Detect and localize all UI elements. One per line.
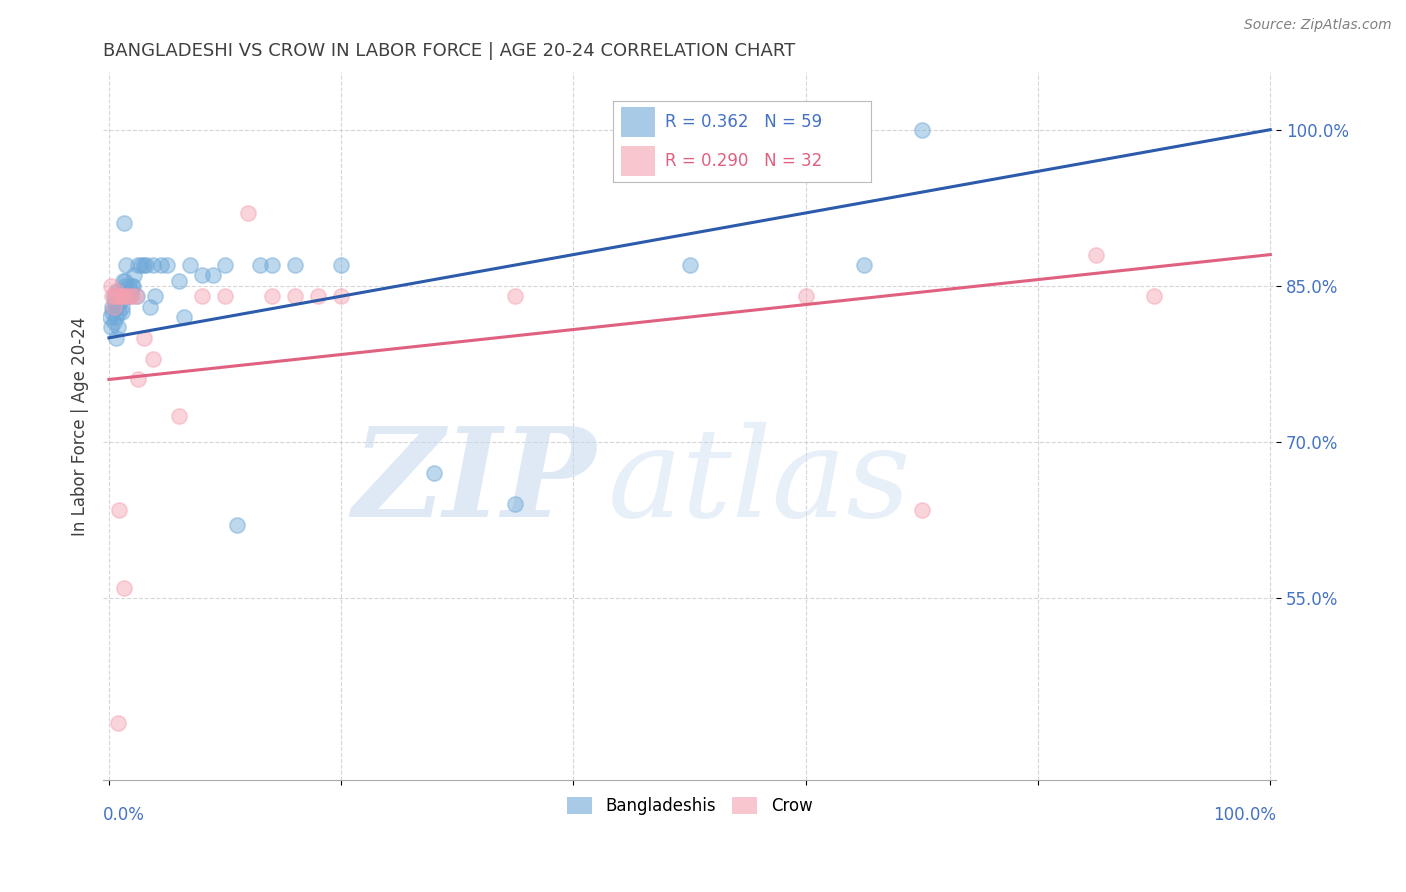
Point <box>115 289 138 303</box>
Point <box>142 351 165 366</box>
Point <box>260 258 283 272</box>
Y-axis label: In Labor Force | Age 20-24: In Labor Force | Age 20-24 <box>72 317 89 536</box>
Point <box>103 289 125 303</box>
Point <box>131 258 153 272</box>
Point <box>173 310 195 324</box>
Point <box>284 258 307 272</box>
Point <box>132 331 155 345</box>
Point <box>101 305 124 319</box>
Point <box>260 289 283 303</box>
Point <box>145 289 167 303</box>
Point <box>101 289 124 303</box>
Point <box>110 289 132 303</box>
Point <box>114 274 136 288</box>
Point <box>214 289 236 303</box>
Point <box>104 331 127 345</box>
Point <box>107 294 129 309</box>
Point <box>115 258 138 272</box>
Point <box>138 300 160 314</box>
Point <box>110 294 132 309</box>
Point <box>150 258 173 272</box>
Point <box>167 274 190 288</box>
Point <box>108 305 131 319</box>
Point <box>911 502 934 516</box>
Point <box>127 372 149 386</box>
Point <box>112 216 135 230</box>
Point <box>238 206 260 220</box>
Point <box>118 278 141 293</box>
Point <box>105 284 128 298</box>
Point <box>505 289 527 303</box>
Point <box>249 258 271 272</box>
Point <box>111 300 134 314</box>
Point <box>98 310 121 324</box>
Point <box>202 268 225 283</box>
Point <box>114 278 136 293</box>
Point <box>103 300 125 314</box>
Point <box>124 268 146 283</box>
Point <box>108 284 131 298</box>
Point <box>678 258 700 272</box>
Point <box>104 284 127 298</box>
Point <box>118 289 141 303</box>
Point <box>100 278 122 293</box>
Point <box>852 258 875 272</box>
Point <box>156 258 179 272</box>
Point <box>142 258 165 272</box>
Point <box>125 289 148 303</box>
Point <box>112 581 135 595</box>
Point <box>167 409 190 423</box>
Point <box>118 289 141 303</box>
Point <box>124 289 146 303</box>
Legend: Bangladeshis, Crow: Bangladeshis, Crow <box>560 790 820 822</box>
Point <box>121 289 143 303</box>
Point <box>330 289 353 303</box>
Point <box>423 466 446 480</box>
Point <box>100 320 122 334</box>
Point <box>132 258 155 272</box>
Point <box>105 300 128 314</box>
Point <box>505 497 527 511</box>
Point <box>101 300 124 314</box>
Point <box>104 289 127 303</box>
Text: ZIP: ZIP <box>352 422 596 544</box>
Point <box>104 300 127 314</box>
Point <box>107 320 129 334</box>
Point <box>111 305 134 319</box>
Point <box>108 502 131 516</box>
Point <box>105 289 128 303</box>
Point <box>1085 247 1108 261</box>
Text: Source: ZipAtlas.com: Source: ZipAtlas.com <box>1244 18 1392 32</box>
Point <box>117 289 139 303</box>
Point <box>120 284 142 298</box>
Point <box>103 315 125 329</box>
Point <box>191 268 214 283</box>
Text: 100.0%: 100.0% <box>1213 806 1277 824</box>
Text: 0.0%: 0.0% <box>103 806 145 824</box>
Point <box>911 122 934 136</box>
Point <box>191 289 214 303</box>
Point <box>284 289 307 303</box>
Text: BANGLADESHI VS CROW IN LABOR FORCE | AGE 20-24 CORRELATION CHART: BANGLADESHI VS CROW IN LABOR FORCE | AGE… <box>103 42 796 60</box>
Point <box>307 289 329 303</box>
Point <box>121 278 143 293</box>
Point <box>111 289 134 303</box>
Point <box>111 289 134 303</box>
Point <box>135 258 157 272</box>
Point <box>127 258 149 272</box>
Text: atlas: atlas <box>607 422 911 544</box>
Point <box>104 294 127 309</box>
Point <box>214 258 236 272</box>
Point <box>122 278 145 293</box>
Point <box>110 289 132 303</box>
Point <box>330 258 353 272</box>
Point <box>179 258 201 272</box>
Point <box>794 289 817 303</box>
Point <box>111 289 134 303</box>
Point <box>1143 289 1166 303</box>
Point <box>111 274 134 288</box>
Point <box>107 716 129 731</box>
Point <box>225 518 247 533</box>
Point <box>104 310 127 324</box>
